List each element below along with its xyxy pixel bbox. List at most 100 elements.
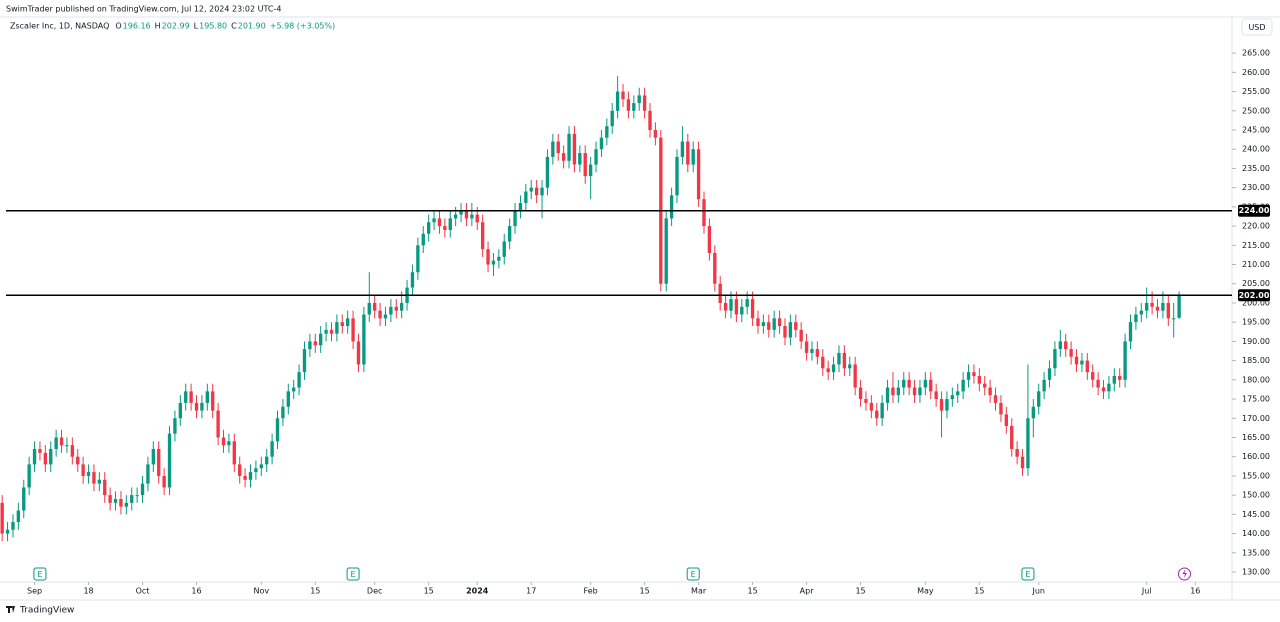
candle-body bbox=[162, 475, 166, 488]
currency-button[interactable] bbox=[1241, 18, 1273, 36]
candle-body bbox=[1080, 360, 1084, 365]
candle-body bbox=[1166, 302, 1170, 319]
x-tick-label: 15 bbox=[310, 587, 320, 596]
candle-body bbox=[362, 314, 366, 365]
candle-body bbox=[686, 141, 690, 165]
candle-body bbox=[756, 318, 760, 327]
candle-body bbox=[464, 210, 469, 219]
y-tick-label: 130.00 bbox=[1242, 568, 1270, 577]
candle-body bbox=[340, 322, 344, 327]
level-label: 224.00 bbox=[1239, 206, 1270, 215]
candle-body bbox=[265, 456, 269, 465]
candle-body bbox=[1123, 341, 1127, 380]
candle-body bbox=[972, 372, 976, 376]
candle-body bbox=[545, 156, 550, 188]
legend-value: 202.99 bbox=[162, 22, 190, 31]
candle-body bbox=[912, 387, 917, 396]
published-note: SwimTrader published on TradingView.com,… bbox=[6, 5, 281, 14]
candle-body bbox=[151, 449, 155, 465]
candle-body bbox=[259, 464, 263, 469]
y-tick-label: 150.00 bbox=[1242, 491, 1270, 500]
x-tick-label: May bbox=[917, 587, 934, 596]
candle-body bbox=[448, 218, 452, 230]
candle-body bbox=[227, 441, 231, 446]
y-tick-label: 255.00 bbox=[1242, 87, 1270, 96]
event-marker[interactable] bbox=[686, 567, 700, 581]
candle-body bbox=[1020, 456, 1025, 469]
x-tick-label: Apr bbox=[800, 587, 815, 596]
candle-body bbox=[157, 449, 161, 476]
candle-body bbox=[923, 379, 928, 388]
candle-body bbox=[486, 249, 490, 265]
event-marker[interactable] bbox=[1021, 567, 1035, 581]
event-marker[interactable] bbox=[346, 567, 360, 581]
candle-body bbox=[594, 149, 598, 165]
event-marker[interactable] bbox=[33, 567, 47, 581]
candle-body bbox=[1069, 349, 1073, 357]
candle-body bbox=[453, 214, 458, 219]
brand: TradingView bbox=[19, 606, 74, 616]
candle-body bbox=[669, 195, 674, 219]
x-tick-label: 16 bbox=[1190, 587, 1200, 596]
candle-body bbox=[319, 333, 323, 346]
legend-value: 196.16 bbox=[123, 22, 151, 31]
x-tick-label: Jul bbox=[1141, 587, 1152, 596]
tradingview-logo bbox=[6, 606, 15, 613]
candle-body bbox=[750, 299, 755, 319]
event-label: E bbox=[37, 570, 42, 579]
candle-body bbox=[189, 391, 193, 403]
candle-body bbox=[76, 456, 80, 465]
event-label: E bbox=[351, 570, 356, 579]
y-tick-label: 165.00 bbox=[1242, 433, 1270, 442]
candle-body bbox=[1139, 310, 1143, 315]
candle-body bbox=[97, 479, 102, 484]
candle-body bbox=[1042, 379, 1046, 392]
candle-body bbox=[275, 418, 280, 442]
candle-body bbox=[38, 449, 42, 453]
candle-body bbox=[389, 306, 393, 315]
candle-body bbox=[399, 302, 404, 311]
candle-body bbox=[5, 529, 10, 534]
candle-body bbox=[254, 468, 258, 473]
candle-body bbox=[815, 349, 820, 357]
y-tick-label: 170.00 bbox=[1242, 414, 1270, 423]
candle-body bbox=[745, 299, 749, 307]
candle-body bbox=[297, 372, 301, 388]
candle-body bbox=[880, 402, 884, 419]
x-tick-label: Nov bbox=[253, 587, 269, 596]
candle-body bbox=[43, 452, 48, 465]
event-label: E bbox=[1025, 570, 1030, 579]
candle-body bbox=[335, 322, 339, 334]
candle-body bbox=[1031, 406, 1035, 419]
candle-body bbox=[945, 399, 949, 411]
candle-body bbox=[605, 126, 609, 138]
candle-body bbox=[238, 464, 242, 476]
candle-body bbox=[918, 387, 922, 396]
candle-body bbox=[367, 302, 371, 315]
candle-body bbox=[961, 379, 965, 392]
y-tick-label: 210.00 bbox=[1242, 260, 1270, 269]
candle-body bbox=[49, 449, 53, 465]
candle-body bbox=[729, 299, 733, 311]
candle-body bbox=[783, 326, 787, 338]
y-tick-label: 220.00 bbox=[1242, 222, 1270, 231]
x-tick-label: 16 bbox=[191, 587, 201, 596]
candle-body bbox=[302, 349, 307, 373]
y-tick-label: 215.00 bbox=[1242, 241, 1270, 250]
candle-body bbox=[875, 410, 879, 419]
candle-body bbox=[950, 395, 955, 400]
x-tick-label: 17 bbox=[526, 587, 536, 596]
candle-body bbox=[1053, 349, 1057, 369]
y-tick-label: 140.00 bbox=[1242, 529, 1270, 538]
candle-body bbox=[777, 318, 782, 327]
candle-body bbox=[1155, 306, 1160, 311]
candle-body bbox=[1004, 414, 1009, 426]
candle-body bbox=[842, 352, 847, 369]
candle-body bbox=[480, 222, 485, 250]
candle-body bbox=[27, 464, 31, 488]
candle-body bbox=[292, 387, 296, 392]
candle-body bbox=[723, 302, 728, 311]
candle-body bbox=[232, 441, 236, 465]
candle-body bbox=[59, 437, 64, 446]
